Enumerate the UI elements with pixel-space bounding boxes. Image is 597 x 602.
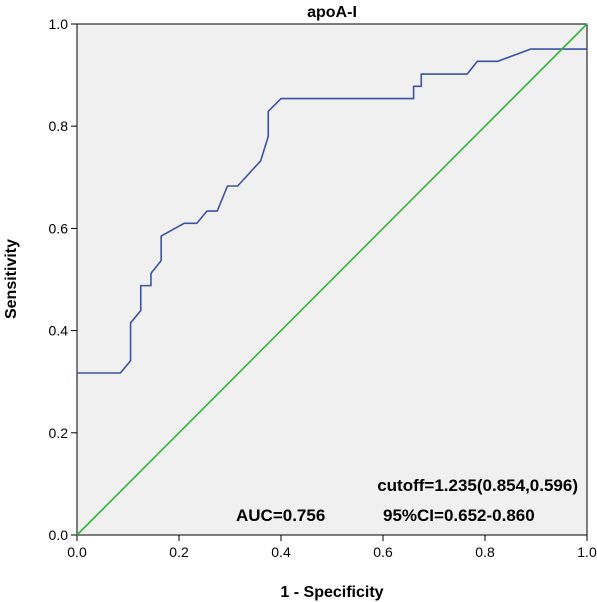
y-tick-label: 0.6 bbox=[49, 220, 69, 236]
y-axis-label: Sensitivity bbox=[3, 239, 20, 319]
y-tick-label: 0.4 bbox=[49, 323, 69, 339]
y-tick-label: 0.8 bbox=[49, 118, 69, 134]
x-tick-label: 1.0 bbox=[577, 544, 597, 560]
y-tick-label: 0.0 bbox=[49, 527, 69, 543]
y-tick-label: 1.0 bbox=[49, 16, 69, 32]
y-tick-label: 0.2 bbox=[49, 425, 69, 441]
y-axis-ticks: 0.0 0.2 0.4 0.6 0.8 1.0 bbox=[49, 16, 77, 543]
chart-title: apoA-I bbox=[307, 4, 357, 21]
ci-annotation: 95%CI=0.652-0.860 bbox=[383, 506, 535, 525]
reference-diagonal bbox=[76, 23, 588, 536]
x-axis-label: 1 - Specificity bbox=[280, 584, 383, 601]
x-tick-label: 0.6 bbox=[373, 544, 393, 560]
auc-annotation: AUC=0.756 bbox=[236, 506, 325, 525]
x-tick-label: 0.2 bbox=[169, 544, 189, 560]
series-layer bbox=[76, 23, 588, 536]
x-tick-label: 0.0 bbox=[67, 544, 87, 560]
x-tick-label: 0.4 bbox=[271, 544, 291, 560]
roc-curve bbox=[77, 48, 587, 374]
x-axis-ticks: 0.0 0.2 0.4 0.6 0.8 1.0 bbox=[67, 535, 597, 560]
x-tick-label: 0.8 bbox=[475, 544, 495, 560]
cutoff-annotation: cutoff=1.235(0.854,0.596) bbox=[377, 476, 578, 495]
